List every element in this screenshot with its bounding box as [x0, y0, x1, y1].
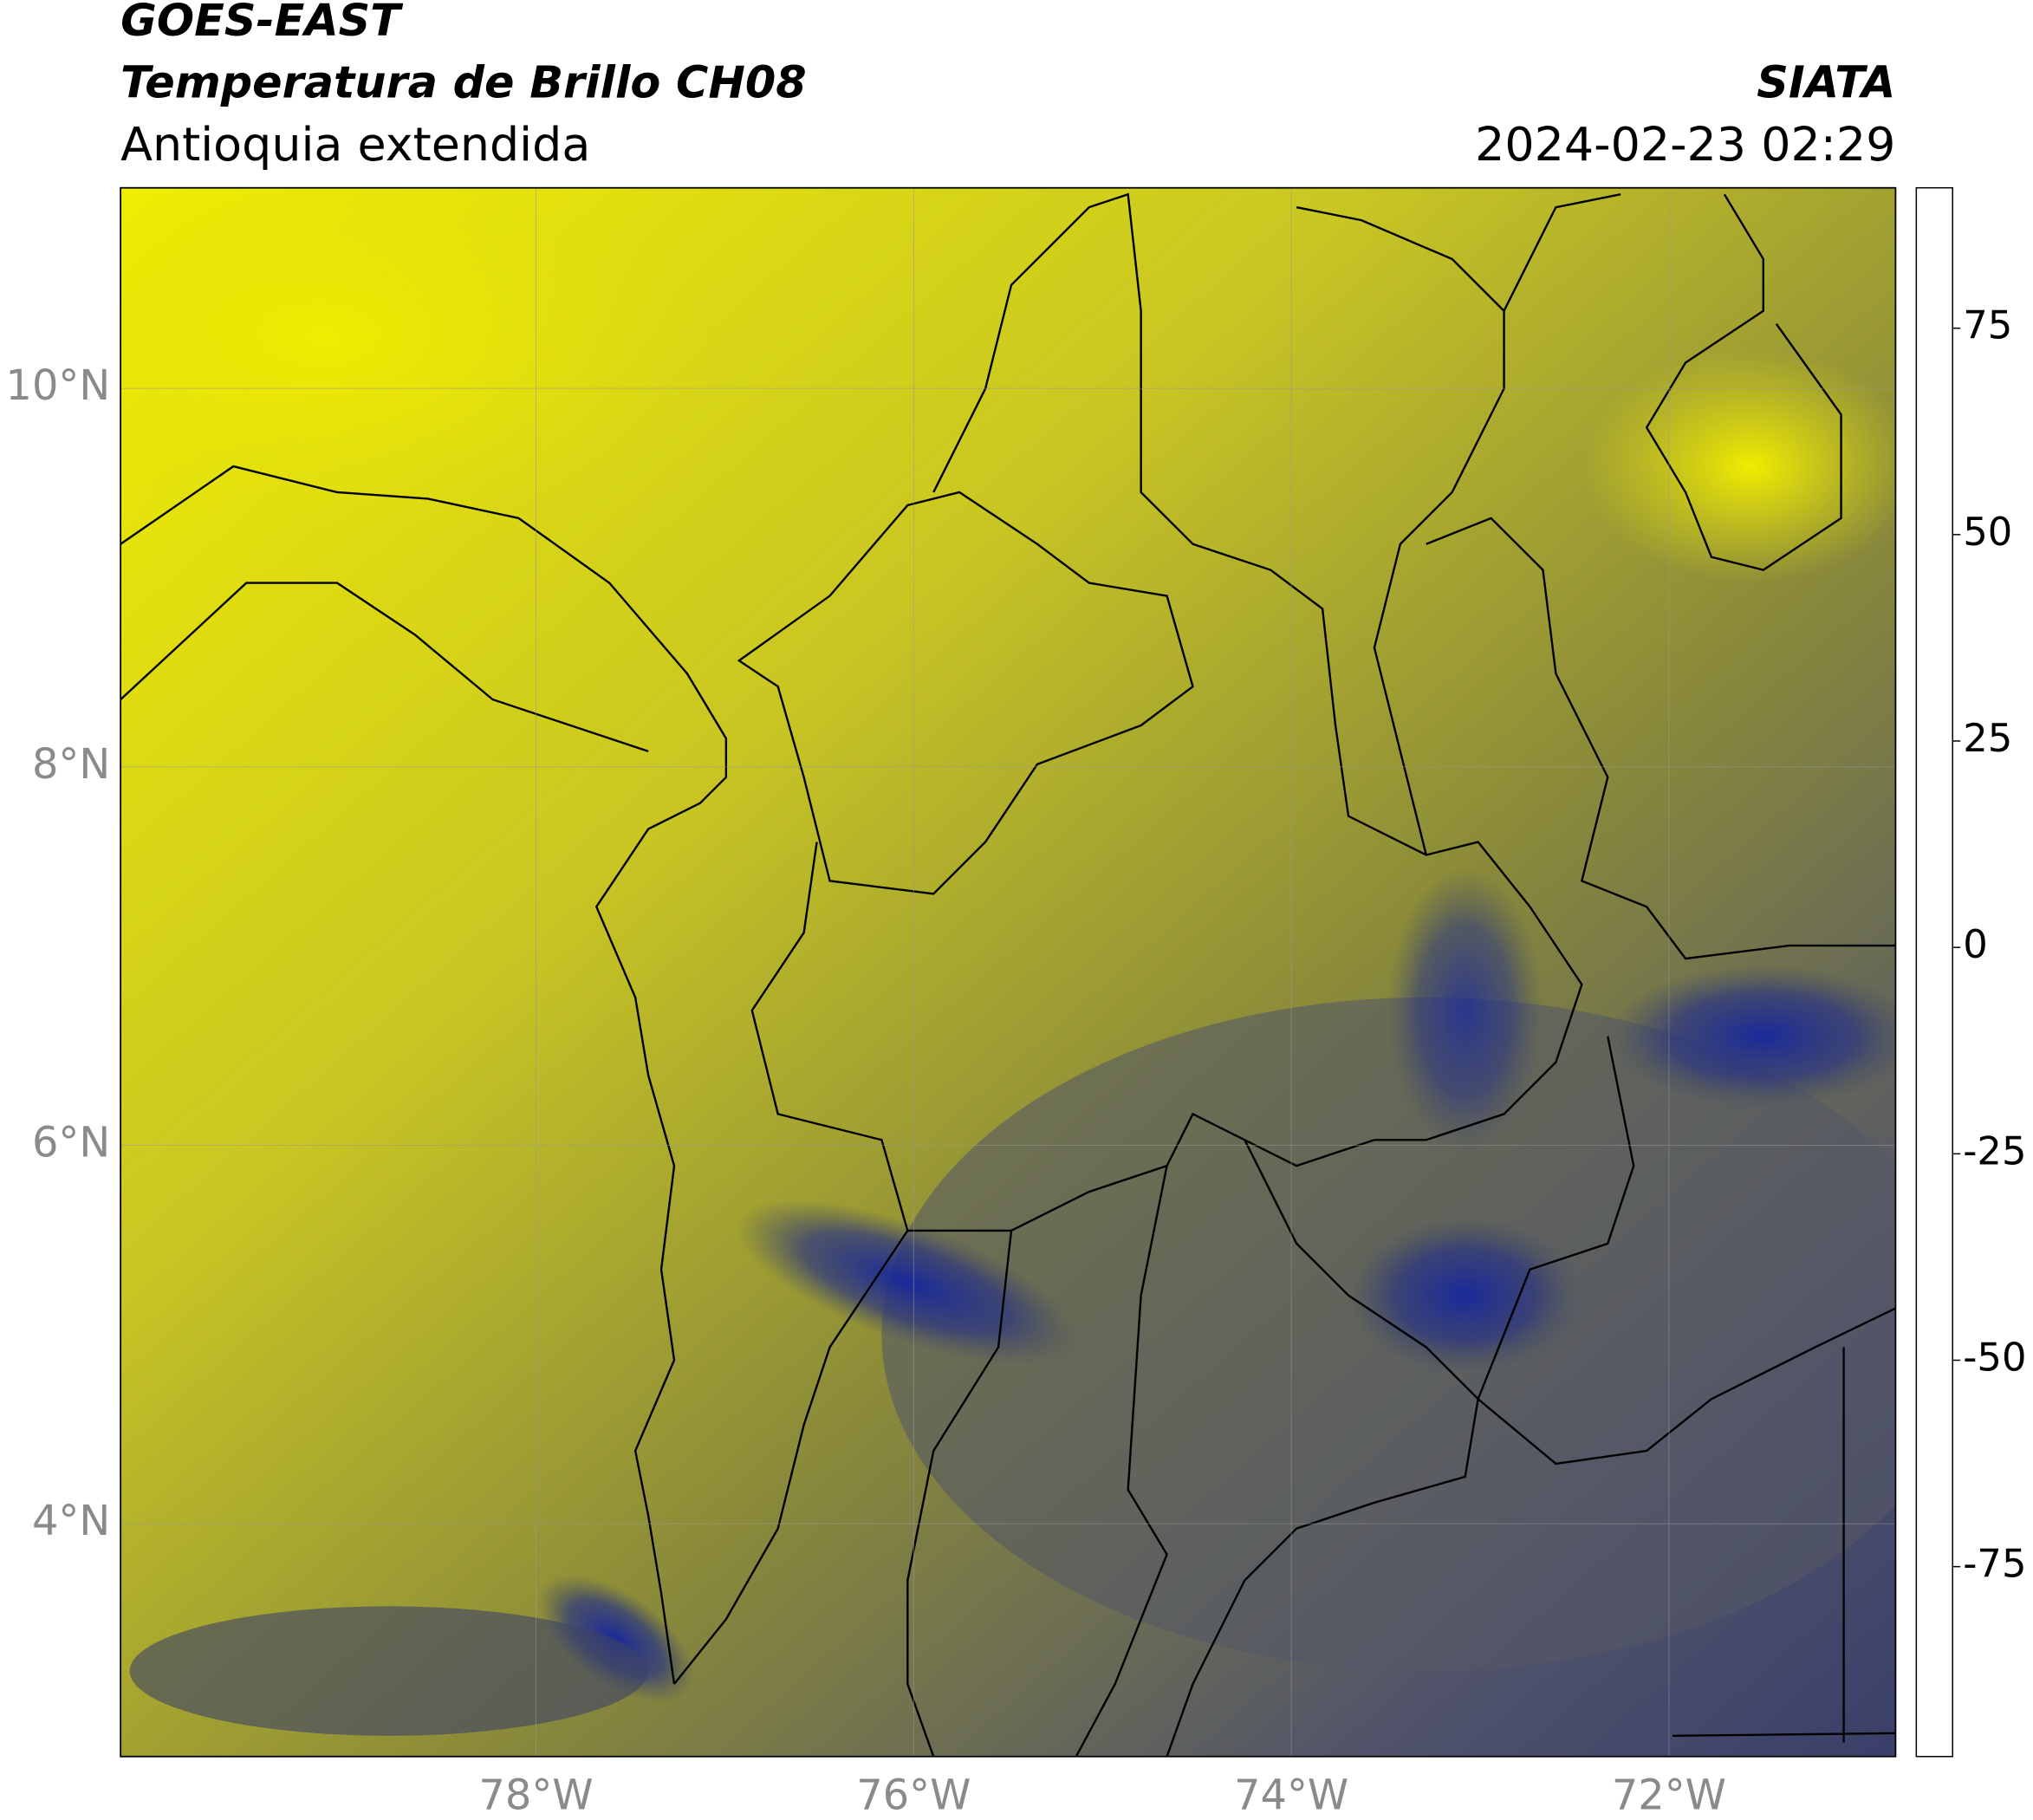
colorbar	[1915, 186, 1953, 1758]
cloud-blob	[1608, 965, 1896, 1108]
cloud-blob	[536, 1575, 695, 1703]
y-tick-label: 4°N	[32, 1498, 110, 1545]
borders	[120, 192, 1896, 1757]
border	[737, 491, 1194, 895]
x-tick-label: 74°W	[1234, 1772, 1348, 1820]
colorbar-tick-label: 75	[1963, 302, 2012, 348]
border	[1296, 205, 1505, 855]
x-tick-label: 78°W	[478, 1772, 593, 1820]
border	[1075, 1139, 1896, 1757]
y-tick-label: 8°N	[32, 741, 110, 789]
border	[750, 192, 1583, 1232]
field-shade	[120, 187, 713, 544]
border	[673, 1230, 1896, 1757]
colorbar-tick-label: 25	[1963, 715, 2012, 761]
border	[1166, 1036, 1635, 1757]
subtitle: Antioquia extendida	[120, 117, 590, 172]
colorbar-tick-label: 50	[1963, 509, 2012, 555]
colorbar-tick-label: -25	[1963, 1128, 2026, 1173]
cloud-blob	[1348, 1217, 1582, 1374]
title-line2: Temperatura de Brillo CH08	[120, 57, 807, 108]
y-tick-label: 10°N	[6, 362, 111, 410]
title-line1: GOES-EAST	[120, 0, 404, 46]
colorbar-tick-label: -50	[1963, 1335, 2026, 1381]
colorbar-tick-label: -75	[1963, 1541, 2026, 1587]
cloud-blob	[1387, 868, 1543, 1154]
colorbar-tick-label: 0	[1963, 921, 1988, 967]
coastline	[120, 582, 649, 753]
field-shade	[1582, 349, 1896, 583]
coastline	[1645, 193, 1842, 571]
map-frame	[120, 186, 1897, 1758]
datetime: 2024-02-23 02:29	[1475, 117, 1895, 172]
border	[1426, 193, 1896, 960]
x-tick-label: 76°W	[856, 1772, 971, 1820]
coastline	[120, 465, 728, 1685]
source: SIATA	[1757, 57, 1895, 108]
grid	[120, 187, 1896, 1757]
cloud-blob	[736, 1199, 1080, 1366]
x-tick-label: 72°W	[1612, 1772, 1726, 1820]
y-tick-label: 6°N	[32, 1120, 110, 1167]
map-field	[120, 187, 1896, 1757]
field-shade	[129, 1606, 649, 1736]
